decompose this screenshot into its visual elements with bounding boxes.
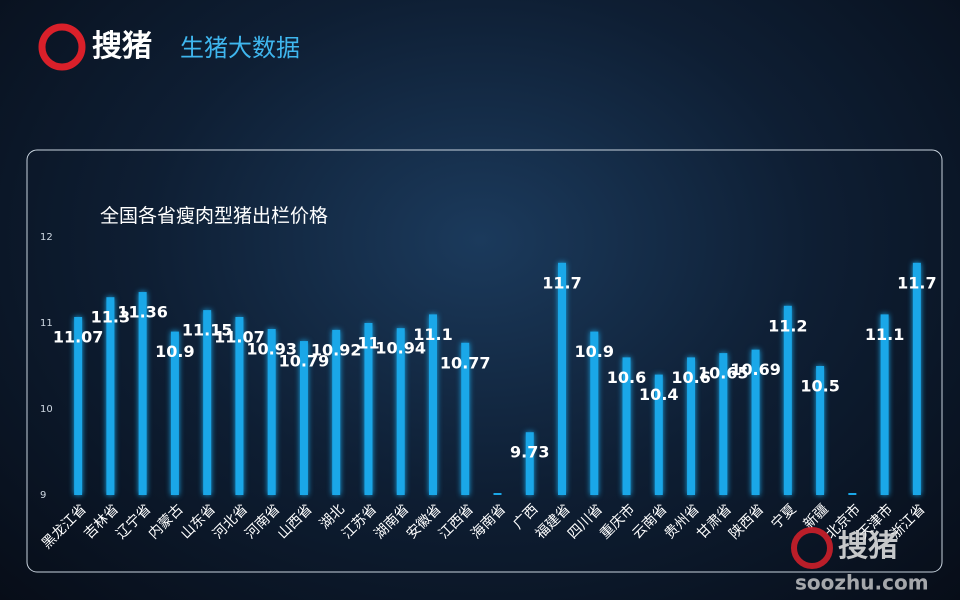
- bar: [687, 357, 696, 495]
- bar: [299, 341, 308, 495]
- bar: [203, 310, 212, 495]
- bar: [74, 316, 83, 495]
- bar: [138, 292, 147, 495]
- data-label: 11.1: [865, 325, 904, 344]
- data-label: 9.73: [510, 443, 549, 462]
- data-label: 10.6: [607, 368, 646, 387]
- x-tick-label: 重庆市: [596, 501, 638, 543]
- x-tick-label: 贵州省: [662, 501, 703, 542]
- data-label: 11.7: [542, 273, 581, 292]
- data-label: 11.07: [214, 327, 265, 346]
- bar: [461, 342, 470, 495]
- bar: [719, 353, 728, 495]
- x-tick-label: 湖南省: [371, 501, 412, 542]
- x-tick-label: 海南省: [468, 501, 509, 542]
- data-label: 11.15: [182, 321, 233, 340]
- data-label: 10.92: [311, 340, 362, 359]
- x-tick-label: 河北省: [210, 501, 251, 542]
- x-tick-label: 吉林省: [81, 501, 122, 542]
- bar: [428, 314, 437, 495]
- data-label: 11.2: [768, 316, 807, 335]
- watermark-logo: 搜猪: [838, 529, 898, 564]
- bar: [525, 432, 534, 495]
- bar: [622, 357, 631, 495]
- y-tick-label: 10: [40, 404, 53, 415]
- x-tick-label: 陕西省: [726, 501, 767, 542]
- x-tick-label: 宁夏: [768, 501, 800, 533]
- x-tick-label: 山西省: [275, 501, 316, 542]
- data-label: 10.93: [246, 340, 297, 359]
- bar: [558, 262, 567, 495]
- x-tick-label: 山东省: [178, 501, 219, 542]
- x-tick-label: 河南省: [242, 501, 283, 542]
- x-tick-label: 黑龙江省: [39, 501, 90, 552]
- bar: [816, 366, 825, 495]
- y-tick-label: 11: [40, 318, 53, 329]
- x-tick-label: 江苏省: [339, 501, 380, 542]
- watermark-icon: [791, 527, 833, 569]
- data-label: 11.07: [53, 327, 104, 346]
- y-tick-label: 12: [40, 232, 53, 243]
- data-label: 10.79: [279, 352, 330, 371]
- bar: [364, 323, 373, 495]
- data-label: 10.9: [575, 342, 614, 361]
- bar: [654, 374, 663, 495]
- bar: [396, 328, 405, 495]
- bar-stub: [848, 493, 857, 495]
- x-tick-label: 辽宁省: [113, 501, 155, 543]
- logo-text: 搜猪: [92, 29, 152, 64]
- data-label: 11: [357, 334, 379, 353]
- data-label: 11.3: [91, 308, 130, 327]
- bar-stub: [493, 493, 502, 495]
- y-tick-label: 9: [40, 490, 46, 501]
- data-label: 10.5: [800, 377, 839, 396]
- panel: [26, 149, 943, 573]
- data-label: 11.1: [413, 325, 452, 344]
- bar: [880, 314, 889, 495]
- data-label: 10.6: [671, 368, 710, 387]
- x-tick-label: 安徽省: [404, 501, 445, 542]
- data-label: 11.7: [897, 273, 936, 292]
- header-subtitle: 生猪大数据: [180, 34, 300, 62]
- bar: [912, 262, 921, 495]
- data-label: 10.65: [698, 364, 749, 383]
- data-label: 10.77: [440, 353, 491, 372]
- bar: [751, 349, 760, 495]
- bar: [783, 305, 792, 495]
- bar: [590, 331, 599, 495]
- watermark-url: soozhu.com: [795, 571, 929, 595]
- x-tick-label: 四川省: [565, 501, 606, 542]
- chart-title: 全国各省瘦肉型猪出栏价格: [100, 205, 328, 227]
- data-label: 10.9: [155, 342, 194, 361]
- logo-icon: [38, 23, 86, 71]
- x-tick-label: 内蒙古: [146, 501, 187, 542]
- data-label: 10.94: [375, 339, 426, 358]
- x-tick-label: 福建省: [533, 501, 574, 542]
- bar: [267, 329, 276, 495]
- x-tick-label: 甘肃省: [694, 501, 735, 542]
- data-label: 11.36: [117, 303, 168, 322]
- bar: [235, 316, 244, 495]
- bar: [106, 297, 115, 495]
- data-label: 10.4: [639, 385, 678, 404]
- bar: [170, 331, 179, 495]
- x-tick-label: 云南省: [629, 501, 670, 542]
- data-label: 10.69: [730, 360, 781, 379]
- x-tick-label: 江西省: [436, 501, 477, 542]
- bar: [332, 329, 341, 495]
